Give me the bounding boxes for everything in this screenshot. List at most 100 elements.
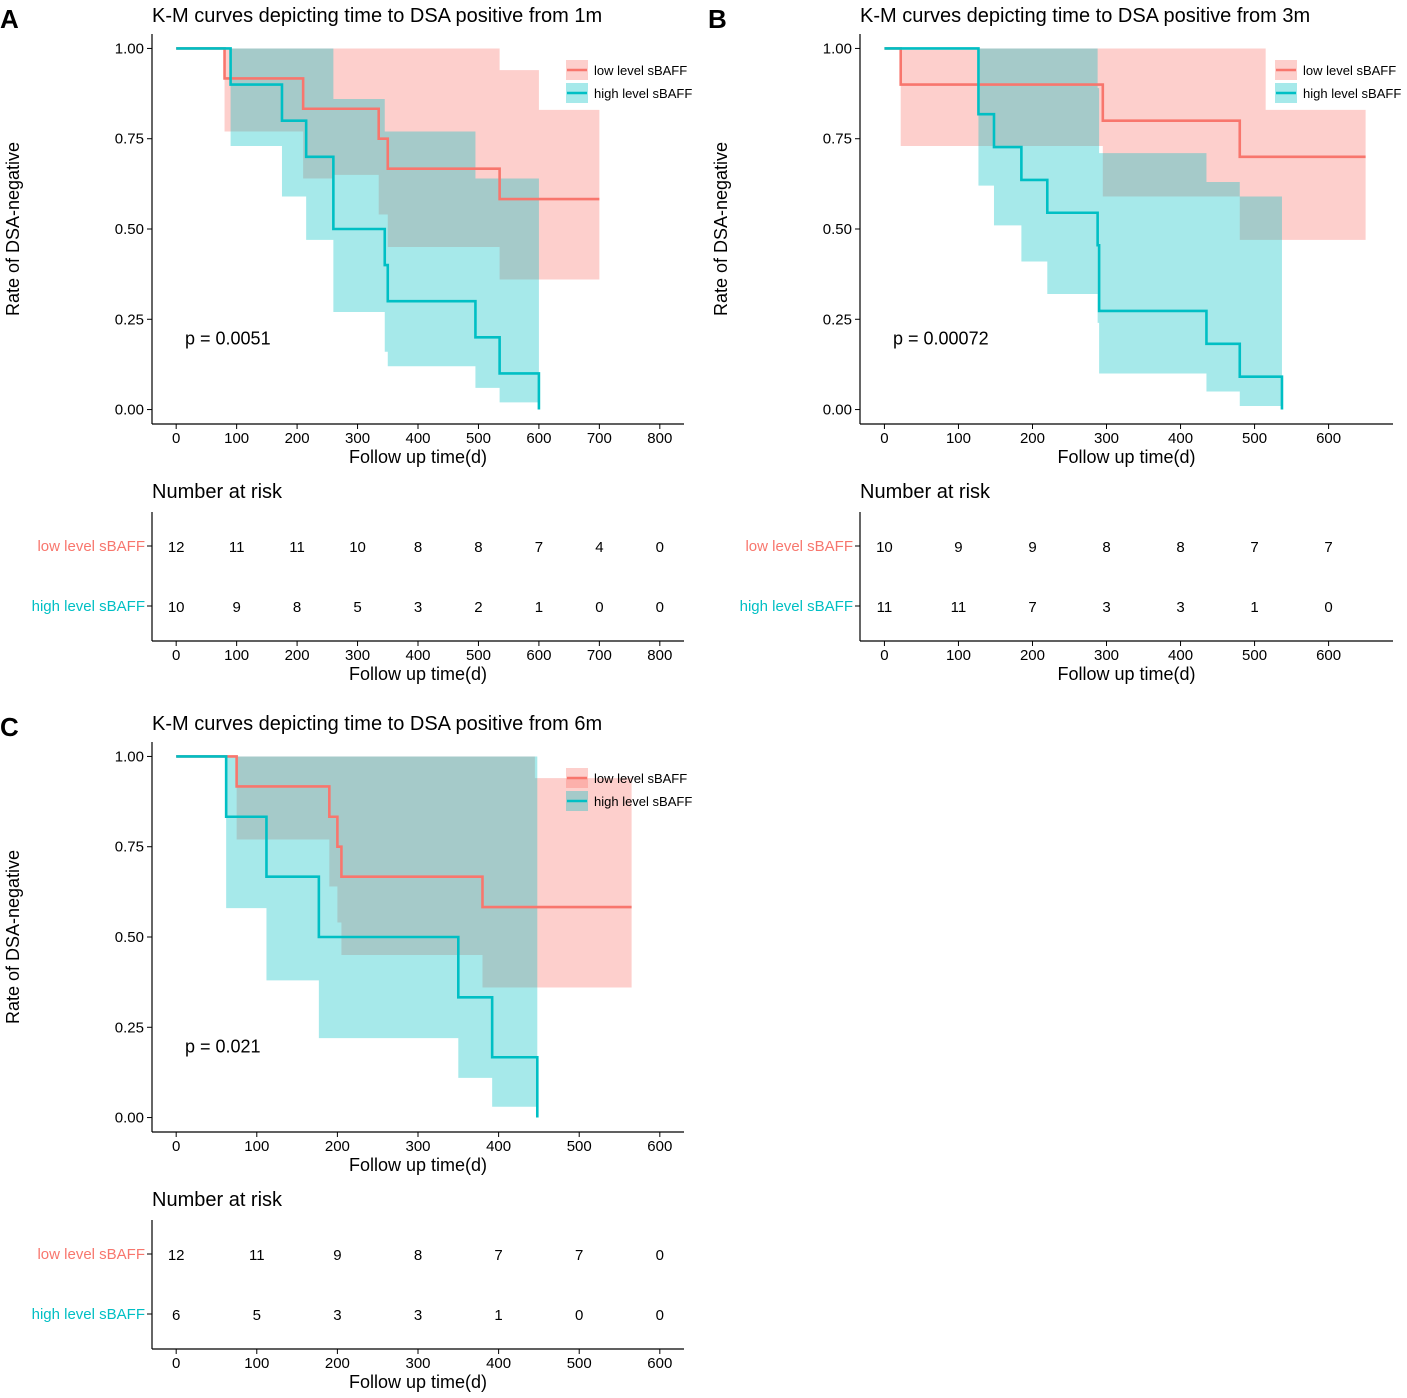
risk-row-label: high level sBAFF — [740, 598, 853, 615]
x-tick-label: 200 — [285, 430, 310, 447]
risk-x-axis-label: Follow up time(d) — [349, 1372, 487, 1392]
risk-x-tick-label: 500 — [466, 647, 491, 664]
x-tick-label: 300 — [345, 430, 370, 447]
y-tick-label: 0.00 — [115, 402, 144, 419]
x-axis-label: Follow up time(d) — [349, 1155, 487, 1175]
risk-count: 8 — [474, 539, 482, 556]
x-tick-label: 600 — [1316, 430, 1341, 447]
p-value-label: p = 0.021 — [185, 1036, 261, 1056]
risk-count: 7 — [1028, 599, 1036, 616]
survival-curve-high — [884, 47, 1284, 410]
p-value-label: p = 0.0051 — [185, 328, 271, 348]
risk-x-tick-label: 600 — [1316, 647, 1341, 664]
panel-label: A — [0, 4, 19, 34]
ci-band-low — [176, 756, 632, 988]
x-tick-label: 600 — [526, 430, 551, 447]
risk-x-tick-label: 500 — [1242, 647, 1267, 664]
risk-count: 11 — [229, 539, 245, 556]
y-tick-label: 1.00 — [823, 40, 852, 57]
km-panel-b: B K-M curves depicting time to DSA positi… — [708, 4, 1401, 684]
risk-row-label: high level sBAFF — [32, 1306, 145, 1323]
x-tick-label: 400 — [405, 430, 430, 447]
legend-label: high level sBAFF — [1303, 86, 1401, 101]
risk-count: 0 — [575, 1307, 583, 1324]
risk-count: 8 — [293, 599, 301, 616]
risk-count: 10 — [349, 539, 366, 556]
risk-x-tick-label: 800 — [647, 647, 672, 664]
risk-count: 3 — [1102, 599, 1110, 616]
risk-x-tick-label: 400 — [486, 1355, 511, 1372]
chart-title: K-M curves depicting time to DSA positiv… — [860, 5, 1310, 27]
risk-count: 7 — [535, 539, 543, 556]
risk-count: 3 — [414, 1307, 422, 1324]
legend-label: low level sBAFF — [1303, 63, 1396, 78]
risk-x-tick-label: 200 — [325, 1355, 350, 1372]
survival-curve-low — [884, 47, 1366, 159]
risk-count: 5 — [253, 1307, 261, 1324]
risk-count: 3 — [1176, 599, 1184, 616]
legend-label: high level sBAFF — [594, 86, 692, 101]
risk-x-tick-label: 300 — [345, 647, 370, 664]
x-tick-label: 400 — [486, 1138, 511, 1155]
x-tick-label: 0 — [172, 430, 180, 447]
risk-x-tick-label: 100 — [946, 647, 971, 664]
risk-x-tick-label: 400 — [1168, 647, 1193, 664]
risk-count: 8 — [414, 539, 422, 556]
risk-count: 12 — [168, 539, 185, 556]
y-tick-label: 0.75 — [115, 839, 144, 856]
chart-title: K-M curves depicting time to DSA positiv… — [152, 713, 602, 735]
risk-count: 0 — [656, 1247, 664, 1264]
risk-count: 11 — [877, 599, 893, 616]
risk-count: 1 — [494, 1307, 502, 1324]
chart-title: K-M curves depicting time to DSA positiv… — [152, 5, 602, 27]
risk-count: 9 — [232, 599, 240, 616]
x-tick-label: 300 — [405, 1138, 430, 1155]
risk-row-label: low level sBAFF — [745, 538, 853, 555]
risk-x-tick-label: 100 — [224, 647, 249, 664]
risk-count: 9 — [333, 1247, 341, 1264]
risk-x-tick-label: 300 — [405, 1355, 430, 1372]
y-tick-label: 0.25 — [115, 1019, 144, 1036]
risk-x-axis-label: Follow up time(d) — [1057, 664, 1195, 684]
risk-table-title: Number at risk — [860, 481, 991, 503]
x-tick-label: 500 — [466, 430, 491, 447]
y-tick-label: 0.25 — [115, 311, 144, 328]
risk-x-axis-label: Follow up time(d) — [349, 664, 487, 684]
x-tick-label: 500 — [567, 1138, 592, 1155]
km-panel-a: A K-M curves depicting time to DSA positi… — [0, 4, 692, 684]
y-axis-label: Rate of DSA-negative — [3, 142, 23, 316]
risk-x-tick-label: 600 — [526, 647, 551, 664]
risk-x-tick-label: 600 — [647, 1355, 672, 1372]
risk-count: 11 — [249, 1247, 265, 1264]
x-tick-label: 100 — [946, 430, 971, 447]
risk-x-tick-label: 0 — [172, 647, 180, 664]
risk-x-tick-label: 300 — [1094, 647, 1119, 664]
ci-band-high — [884, 48, 1282, 406]
risk-count: 0 — [656, 1307, 664, 1324]
risk-count: 0 — [656, 599, 664, 616]
risk-count: 5 — [353, 599, 361, 616]
survival-curve-low — [176, 755, 632, 909]
x-tick-label: 0 — [880, 430, 888, 447]
legend-label: low level sBAFF — [594, 63, 687, 78]
y-tick-label: 0.75 — [115, 131, 144, 148]
risk-x-tick-label: 700 — [587, 647, 612, 664]
risk-x-tick-label: 0 — [172, 1355, 180, 1372]
risk-count: 6 — [172, 1307, 180, 1324]
survival-curve-high — [176, 755, 539, 1118]
x-tick-label: 600 — [647, 1138, 672, 1155]
survival-curve-high — [176, 47, 541, 410]
risk-x-tick-label: 400 — [405, 647, 430, 664]
y-tick-label: 0.50 — [823, 221, 852, 238]
km-panel-c: C K-M curves depicting time to DSA positi… — [0, 712, 692, 1392]
survival-curve-low — [176, 47, 600, 201]
risk-count: 0 — [656, 539, 664, 556]
risk-count: 2 — [474, 599, 482, 616]
x-tick-label: 400 — [1168, 430, 1193, 447]
y-tick-label: 0.25 — [823, 311, 852, 328]
risk-row-label: high level sBAFF — [32, 598, 145, 615]
ci-band-low — [884, 48, 1366, 240]
risk-count: 9 — [1028, 539, 1036, 556]
y-tick-label: 1.00 — [115, 40, 144, 57]
